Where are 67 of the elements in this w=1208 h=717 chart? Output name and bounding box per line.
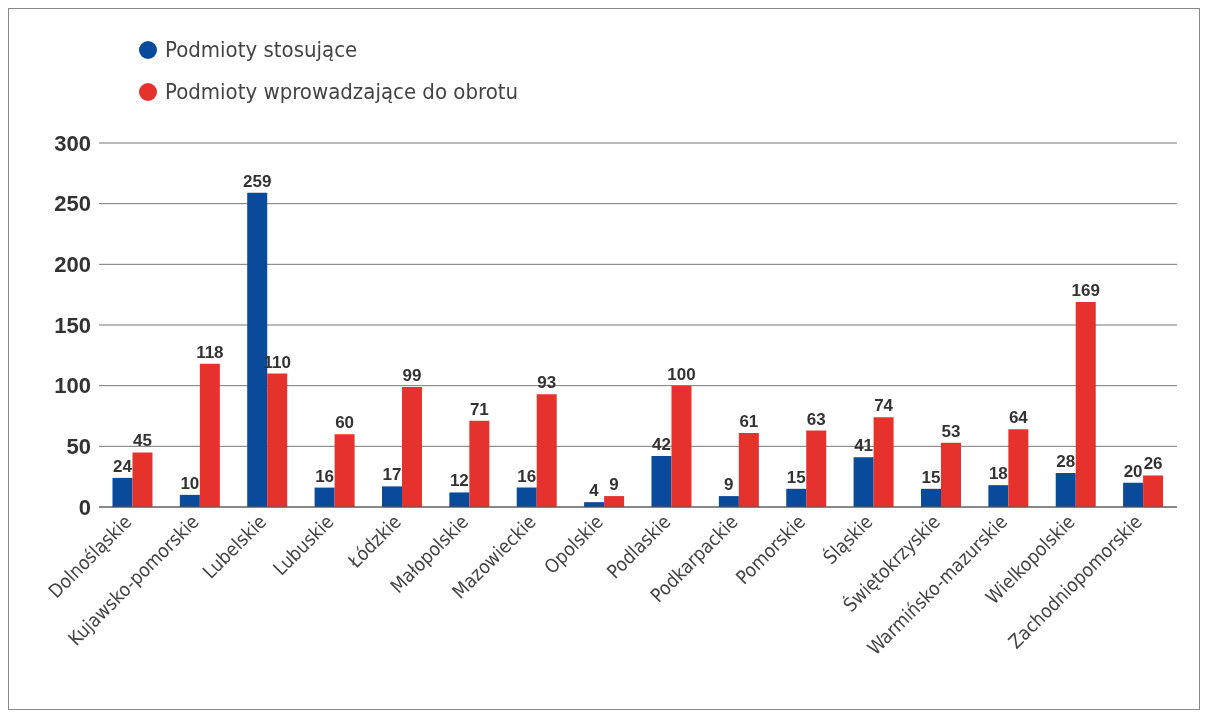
bar: [738, 432, 759, 507]
data-label: 259: [243, 171, 272, 191]
data-label: 61: [739, 411, 759, 431]
data-label: 16: [517, 466, 537, 486]
bar: [651, 456, 672, 507]
bar: [1055, 473, 1076, 507]
data-label: 15: [786, 467, 806, 487]
y-tick-label: 250: [54, 191, 91, 217]
data-label: 24: [113, 456, 133, 476]
bar: [267, 373, 288, 507]
bar: [1008, 429, 1029, 507]
data-label: 63: [806, 409, 826, 429]
data-label: 12: [449, 471, 469, 491]
data-label: 9: [609, 475, 619, 495]
bar: [469, 420, 490, 507]
bar: [401, 386, 422, 507]
data-label: 18: [988, 464, 1008, 484]
bar: [940, 442, 961, 507]
data-label: 4: [589, 481, 600, 501]
bar: [988, 485, 1009, 507]
bar: [604, 496, 625, 507]
bar: [853, 457, 874, 507]
bar: [1123, 482, 1144, 507]
data-label: 118: [196, 342, 224, 362]
data-label: 9: [724, 475, 734, 495]
bar: [334, 434, 355, 507]
data-label: 20: [1123, 461, 1143, 481]
bar: [314, 487, 335, 507]
bar: [179, 494, 200, 507]
bar: [1075, 301, 1096, 507]
bar: [1143, 475, 1164, 507]
data-label: 64: [1008, 408, 1029, 428]
bar: [516, 487, 537, 507]
y-tick-label: 50: [66, 434, 91, 460]
data-label: 17: [382, 465, 402, 485]
data-label: 26: [1143, 454, 1163, 474]
data-label: 71: [469, 399, 489, 419]
bar: [381, 486, 402, 507]
data-label: 100: [667, 364, 696, 384]
bar: [806, 430, 827, 507]
data-label: 16: [315, 466, 335, 486]
bar: [199, 363, 220, 507]
legend-label: Podmioty wprowadzające do obrotu: [164, 78, 520, 106]
bar: [786, 488, 807, 507]
y-tick-label: 150: [54, 312, 91, 338]
y-tick-label: 200: [54, 252, 91, 278]
y-tick-label: 300: [54, 130, 91, 156]
bar: [449, 492, 470, 507]
bar: [671, 385, 692, 507]
y-tick-label: 100: [54, 373, 91, 399]
data-label: 28: [1056, 452, 1076, 472]
legend-label: Podmioty stosujące: [164, 36, 359, 64]
data-label: 45: [133, 431, 152, 451]
y-tick-label: 0: [78, 494, 91, 520]
data-label: 53: [941, 421, 961, 441]
data-label: 74: [874, 396, 894, 416]
bar: [132, 452, 153, 507]
data-label: 60: [335, 413, 355, 433]
data-label: 10: [180, 473, 200, 493]
bar: [873, 417, 894, 507]
data-label: 169: [1071, 280, 1100, 300]
data-label: 99: [402, 365, 422, 385]
bar: [112, 477, 133, 507]
bar: [536, 394, 557, 507]
bar: [920, 488, 941, 507]
bar: [718, 496, 739, 507]
data-label: 15: [921, 467, 941, 487]
